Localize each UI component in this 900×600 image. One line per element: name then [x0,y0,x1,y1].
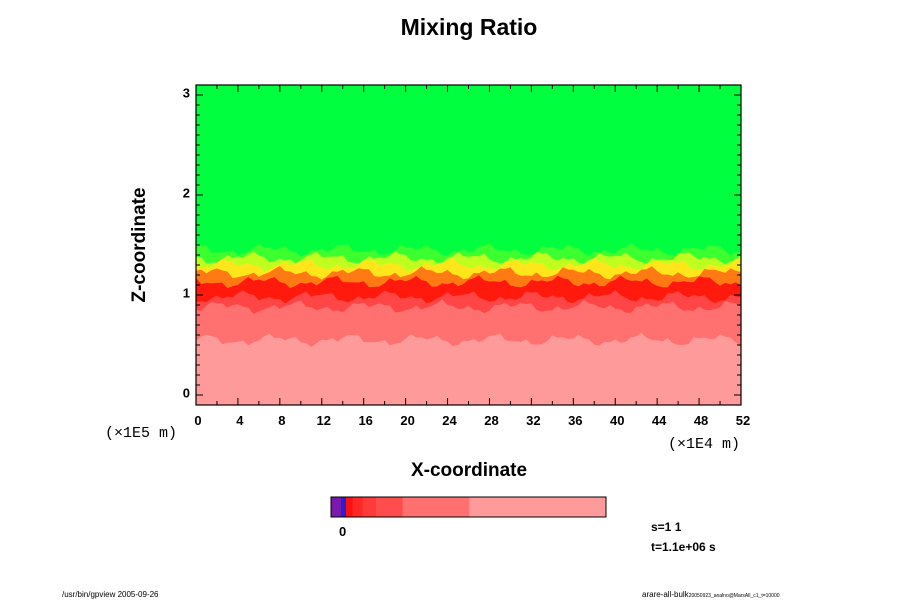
x-tick-label: 4 [236,413,244,428]
x-tick-label: 36 [568,413,583,428]
chart-title: Mixing Ratio [400,14,538,40]
footer-right-small: 20050923_analno@MarsAll_c1_t=10000 [688,593,780,599]
colorbar-bin [346,497,353,517]
footer-left: /usr/bin/gpview 2005-09-26 [62,590,159,599]
time-info: t=1.1e+06 s [651,540,716,554]
colorbar-bin [331,497,342,517]
axis-ticks [195,85,742,405]
x-tick-label: 32 [526,413,541,428]
x-tick-label: 24 [442,413,457,428]
x-tick-label: 48 [693,413,709,428]
x-tick-label: 16 [358,413,373,428]
x-tick-label: 8 [278,413,286,428]
y-axis-label: Z-coordinate [129,187,150,303]
colorbar-bin [352,497,363,517]
colorbar-bin [402,497,470,517]
colorbar-bin [341,497,347,517]
x-tick-label: 20 [400,413,415,428]
y-tick-label: 3 [182,85,190,101]
y-tick-label: 0 [182,385,190,401]
footer-right: arare-all-bulk20050923_analno@MarsAll_c1… [642,590,780,599]
x-tick-label: 52 [735,413,751,428]
y-tick-label: 1 [182,285,190,301]
x-tick-label: 28 [484,413,499,428]
y-scale-label: (×1E5 m) [105,425,178,442]
colorbar-label: 0 [339,524,347,539]
heatmap-field [196,85,741,405]
footer-right-main: arare-all-bulk [642,590,689,599]
colorbar-frame [330,496,607,518]
y-tick-label: 2 [182,185,190,201]
step-info: s=1 1 [651,520,682,534]
colorbar-bin [469,497,607,517]
x-tick-label: 0 [194,413,202,428]
x-scale-label: (×1E4 m) [668,436,741,453]
x-axis-label: X-coordinate [410,460,528,481]
x-tick-label: 12 [316,413,331,428]
colorbar-bin [376,497,403,517]
colorbar [330,496,607,518]
x-tick-label: 44 [651,413,667,428]
heatmap-layer-bottom-pink [196,332,741,405]
x-tick-label: 40 [609,413,625,428]
colorbar-bin [362,497,377,517]
